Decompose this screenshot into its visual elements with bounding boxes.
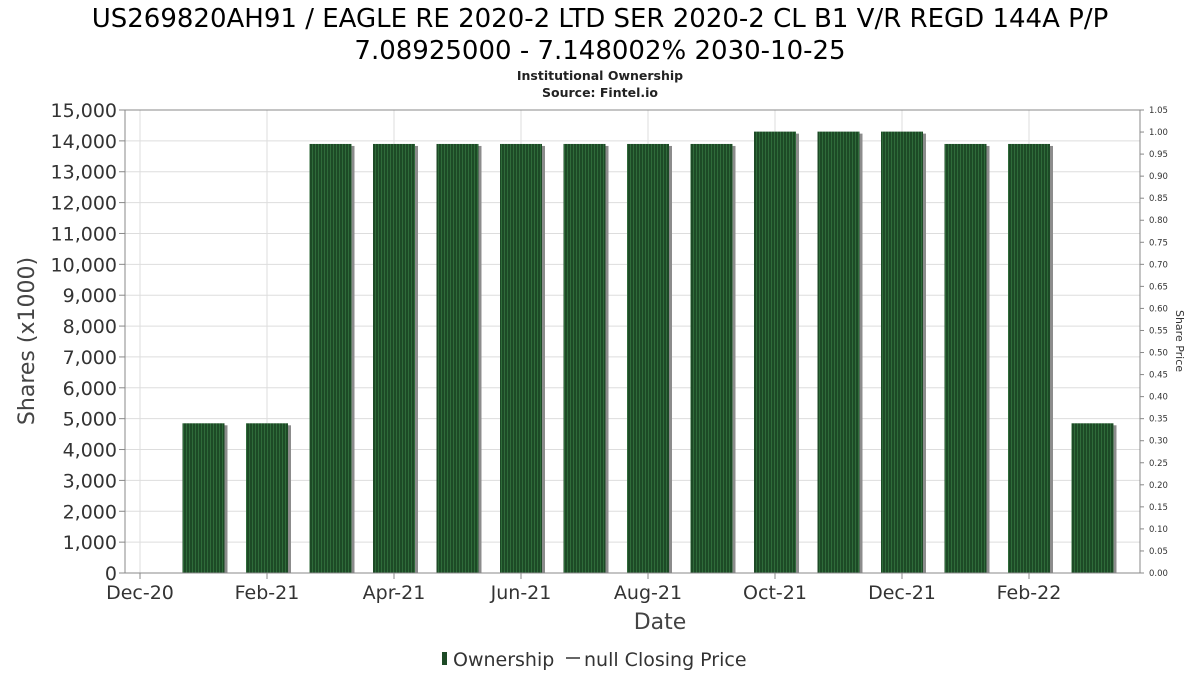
y2-axis-label: Share Price (1173, 310, 1186, 372)
x-axis-label: Date (634, 610, 687, 635)
x-tick-label: Feb-21 (235, 582, 300, 604)
y-tick-label: 0 (105, 563, 117, 585)
bar-Feb-21 (246, 423, 291, 573)
bar (817, 131, 860, 573)
bar-Mar-21 (309, 143, 355, 573)
y2-tick-label: 0.90 (1149, 172, 1168, 182)
y2-tick-label: 1.00 (1149, 128, 1168, 138)
chart-title-line2: 7.08925000 - 7.148002% 2030-10-25 (354, 36, 845, 66)
y2-tick-label: 0.50 (1149, 349, 1168, 359)
y-tick-label: 4,000 (63, 440, 117, 462)
bar-Jul-21 (563, 143, 609, 573)
legend-price-label: null Closing Price (584, 649, 747, 671)
bar-Jan-21 (182, 423, 228, 573)
y2-tick-label: 0.70 (1149, 260, 1168, 270)
y-tick-label: 7,000 (63, 347, 117, 369)
y2-tick-label: 0.20 (1149, 481, 1168, 491)
bar-Apr-21 (373, 143, 418, 573)
bar-Nov-21 (817, 131, 863, 573)
y2-tick-label: 0.35 (1149, 415, 1168, 425)
bar-Dec-21 (881, 131, 926, 573)
bar (690, 143, 733, 573)
y-tick-label: 14,000 (51, 131, 117, 153)
y2-tick-label: 0.10 (1149, 525, 1168, 535)
x-tick-label: Feb-22 (997, 582, 1062, 604)
y2-tick-label: 0.95 (1149, 150, 1168, 160)
y2-tick-label: 0.05 (1149, 547, 1168, 557)
y2-tick-label: 0.40 (1149, 393, 1168, 403)
bar-Feb-22 (1008, 143, 1053, 573)
y2-tick-label: 0.30 (1149, 437, 1168, 447)
y-tick-label: 1,000 (63, 532, 117, 554)
x-tick-label: Jun-21 (490, 582, 552, 604)
y-tick-label: 3,000 (63, 470, 117, 492)
x-axis-ticks: Dec-20 Feb-21 Apr-21 Jun-21 Aug-21 Oct-21 Dec-… (106, 573, 1061, 604)
y2-tick-label: 0.85 (1149, 194, 1168, 204)
bar (881, 131, 923, 573)
bar-Oct-21 (754, 131, 799, 573)
y-tick-label: 8,000 (63, 316, 117, 338)
x-tick-label: Apr-21 (363, 582, 426, 604)
y2-tick-label: 0.15 (1149, 503, 1168, 513)
bar (373, 143, 415, 573)
chart-subtitle: Institutional Ownership (517, 68, 683, 83)
bar-Aug-21 (627, 143, 672, 573)
y-tick-label: 11,000 (51, 223, 117, 245)
bar-Sep-21 (690, 143, 736, 573)
x-tick-label: Dec-21 (868, 582, 936, 604)
bar (754, 131, 796, 573)
y-tick-label: 9,000 (63, 285, 117, 307)
x-tick-label: Oct-21 (743, 582, 807, 604)
bar (309, 143, 352, 573)
x-tick-label: Aug-21 (614, 582, 682, 604)
bar (563, 143, 606, 573)
chart-title-line1: US269820AH91 / EAGLE RE 2020-2 LTD SER 2… (92, 4, 1109, 34)
bar (246, 423, 288, 573)
chart-source: Source: Fintel.io (542, 85, 658, 100)
y-axis-ticks: 0 1,000 2,000 3,000 4,000 5,000 6,000 7,000 8,00… (51, 100, 125, 585)
y2-tick-label: 0.60 (1149, 304, 1168, 314)
y2-tick-label: 0.75 (1149, 238, 1168, 248)
bar-Jan-22 (944, 143, 990, 573)
bar (1008, 143, 1050, 573)
bar (944, 143, 987, 573)
bar-Jun-21 (500, 143, 545, 573)
y2-tick-label: 0.65 (1149, 282, 1168, 292)
y-tick-label: 2,000 (63, 501, 117, 523)
y-tick-label: 12,000 (51, 193, 117, 215)
bar (436, 143, 479, 573)
bar-May-21 (436, 143, 482, 573)
bar (182, 423, 225, 573)
legend: Ownership null Closing Price (442, 649, 747, 671)
legend-ownership-label: Ownership (453, 649, 554, 671)
bar-Mar-22 (1071, 423, 1117, 573)
y-tick-label: 6,000 (63, 378, 117, 400)
bar (627, 143, 669, 573)
x-tick-label: Dec-20 (106, 582, 174, 604)
bar (500, 143, 542, 573)
y2-axis-ticks: 0.00 0.05 0.10 0.15 0.20 0.25 0.30 0.35 0.40 0.45… (1140, 106, 1168, 579)
y2-tick-label: 0.00 (1149, 569, 1168, 579)
plot-frame (124, 109, 1141, 574)
legend-ownership-swatch (442, 652, 447, 665)
y2-tick-label: 0.55 (1149, 326, 1168, 336)
y2-tick-label: 0.45 (1149, 371, 1168, 381)
y-tick-label: 15,000 (51, 100, 117, 122)
bar (1071, 423, 1114, 573)
y-tick-label: 5,000 (63, 409, 117, 431)
bar-layer (182, 131, 1117, 573)
y2-tick-label: 0.80 (1149, 216, 1168, 226)
y2-tick-label: 1.05 (1149, 106, 1168, 116)
y-tick-label: 10,000 (51, 254, 117, 276)
y-tick-label: 13,000 (51, 162, 117, 184)
y-axis-label: Shares (x1000) (15, 257, 40, 425)
y2-tick-label: 0.25 (1149, 459, 1168, 469)
